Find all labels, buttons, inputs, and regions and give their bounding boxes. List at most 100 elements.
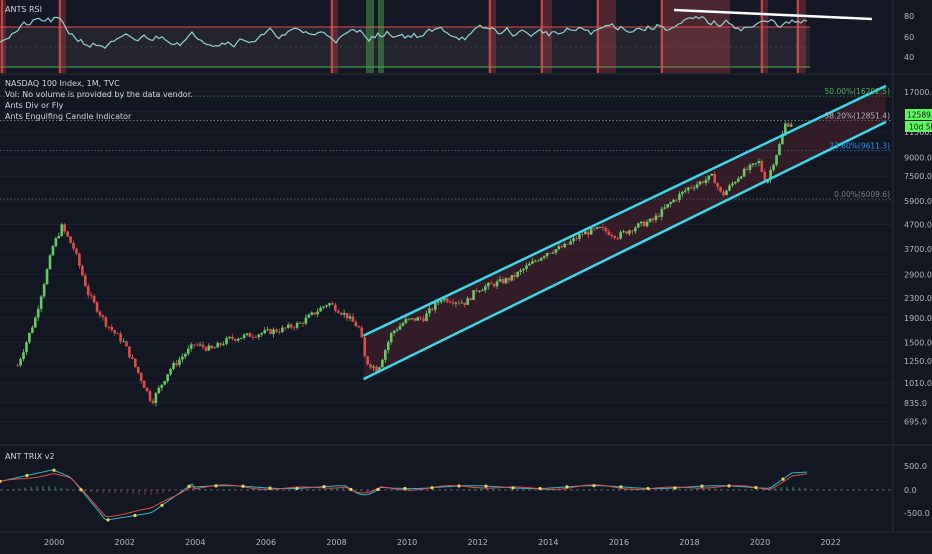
candle-body — [543, 256, 546, 258]
trix-hist-bar — [144, 490, 146, 495]
candle-body — [566, 244, 569, 245]
trix-hist-bar — [738, 490, 740, 491]
trix-hist-bar — [744, 490, 746, 491]
candle-body — [52, 246, 55, 255]
candle-body — [387, 342, 390, 350]
candle-body — [96, 302, 99, 311]
candle-body — [428, 309, 431, 314]
candle-body — [481, 290, 484, 291]
candle-body — [46, 269, 49, 284]
candle-body — [684, 190, 687, 191]
candle-body — [272, 330, 275, 334]
trix-hist-bar — [246, 489, 248, 490]
candle-body — [210, 346, 213, 349]
candle-body — [252, 337, 255, 338]
candle-body — [643, 222, 646, 227]
candle-body — [149, 391, 152, 401]
trix-dot — [25, 474, 28, 477]
candle-body — [169, 369, 172, 374]
candle-body — [337, 311, 340, 313]
candle-body — [722, 192, 725, 195]
trix-hist-bar — [90, 490, 92, 492]
trix-hist-bar — [360, 490, 362, 491]
trix-hist-bar — [228, 490, 230, 491]
rsi-overbought-bar — [597, 0, 599, 73]
price-tick-label: 4700.0 — [904, 220, 932, 229]
candle-body — [155, 393, 158, 403]
trix-hist-bar — [366, 490, 368, 492]
trix-hist-bar — [786, 487, 788, 490]
candle-body — [16, 365, 19, 366]
candle-body — [128, 346, 131, 357]
trix-dot — [79, 488, 82, 491]
candle-body — [393, 331, 396, 333]
candle-body — [369, 364, 372, 367]
candle-body — [755, 163, 758, 164]
candle-body — [181, 357, 184, 360]
candle-body — [540, 258, 543, 261]
trix-dot — [187, 485, 190, 488]
candle-body — [425, 313, 428, 321]
price-tick-label: 7500.0 — [904, 172, 932, 181]
trix-hist-bar — [324, 489, 326, 490]
trix-hist-bar — [60, 488, 62, 490]
candle-body — [552, 253, 555, 254]
candle-body — [90, 295, 93, 296]
trix-dot — [484, 484, 487, 487]
trix-hist-bar — [138, 490, 140, 494]
candle-body — [581, 234, 584, 235]
candle-body — [93, 296, 96, 302]
candle-body — [402, 323, 405, 326]
candle-body — [666, 204, 669, 207]
x-tick-label: 2002 — [115, 538, 135, 547]
candle-body — [310, 312, 313, 314]
candle-body — [166, 374, 169, 381]
rsi-title: ANTS RSI — [5, 5, 42, 14]
trix-hist-bar — [66, 489, 68, 490]
candle-body — [190, 344, 193, 348]
candle-body — [505, 278, 508, 283]
candle-body — [658, 216, 661, 217]
candle-body — [499, 279, 502, 281]
x-tick-label: 2004 — [185, 538, 205, 547]
trix-hist-bar — [204, 489, 206, 490]
candle-body — [381, 360, 384, 368]
trix-hist-bar — [774, 488, 776, 490]
trix-dot — [160, 504, 163, 507]
indicator-volume: Vol: No volume is provided by the data v… — [5, 90, 193, 99]
trix-hist-bar — [318, 489, 320, 490]
timer-label: 10d 5h — [909, 123, 932, 132]
candle-body — [646, 222, 649, 226]
candle-body — [772, 165, 775, 170]
candle-body — [458, 303, 461, 304]
candle-body — [460, 303, 463, 304]
candle-body — [390, 333, 393, 342]
candle-body — [246, 333, 249, 335]
candle-body — [110, 327, 113, 330]
trix-hist-bar — [108, 490, 110, 493]
candle-body — [334, 305, 337, 311]
x-tick-label: 2022 — [820, 538, 840, 547]
candle-body — [513, 275, 516, 277]
candle-body — [249, 333, 252, 337]
candle-body — [416, 317, 419, 320]
candle-body — [228, 337, 231, 338]
candle-body — [196, 345, 199, 346]
candle-body — [669, 202, 672, 204]
candle-body — [178, 359, 181, 364]
trix-hist-bar — [342, 488, 344, 490]
candle-body — [219, 343, 222, 345]
candle-body — [22, 352, 25, 359]
candle-body — [761, 161, 764, 172]
candle-body — [222, 344, 225, 345]
candle-body — [37, 309, 40, 318]
candle-body — [449, 302, 452, 303]
candle-body — [555, 249, 558, 253]
candle-body — [343, 313, 346, 315]
rsi-overbought-bar — [489, 0, 491, 73]
candle-body — [108, 327, 111, 328]
candle-body — [578, 234, 581, 239]
candle-body — [602, 227, 605, 228]
candle-body — [749, 165, 752, 170]
